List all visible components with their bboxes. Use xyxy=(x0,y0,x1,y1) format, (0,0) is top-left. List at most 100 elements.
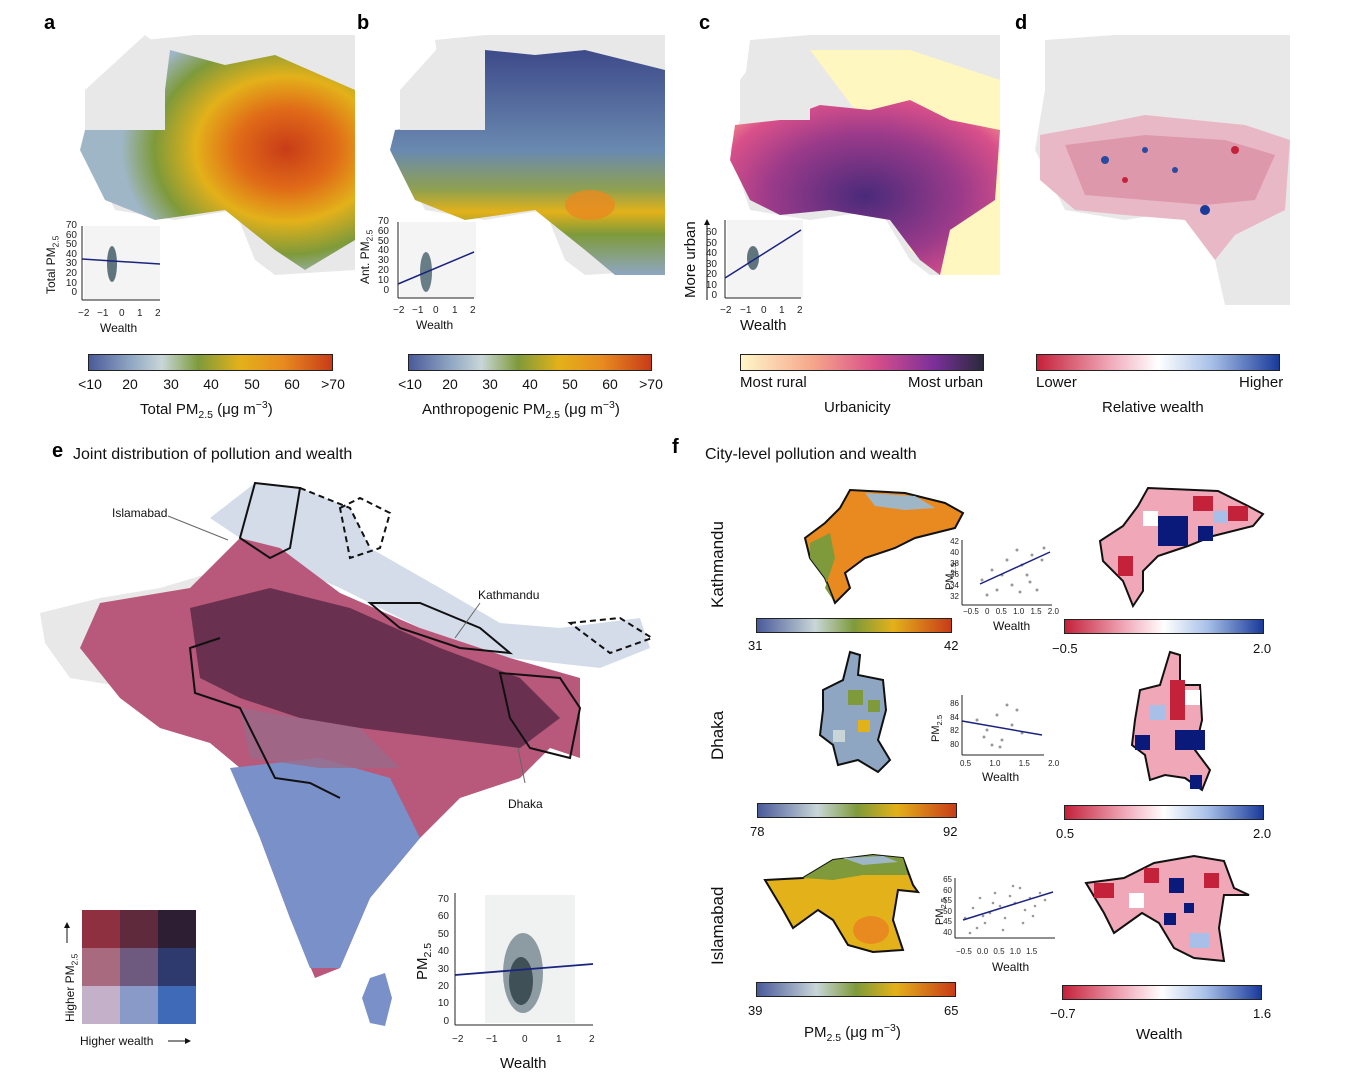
islamabad-scatter xyxy=(954,878,1055,939)
bivariate-cell xyxy=(120,910,158,948)
colorbar-a-title: Total PM2.5 (μg m−3) xyxy=(140,399,273,421)
islamabad-wealth-map xyxy=(1084,854,1250,963)
kathmandu-wealth-max: 2.0 xyxy=(1253,641,1272,656)
dhaka-pm-min: 78 xyxy=(750,824,765,839)
islamabad-ytick: 45 xyxy=(943,917,952,926)
dhaka-xlabel: Wealth xyxy=(982,770,1020,784)
colorbar-a-tick: 60 xyxy=(284,376,300,392)
dhaka-wealth-max: 2.0 xyxy=(1253,826,1272,841)
islamabad-pm-min: 39 xyxy=(748,1003,763,1018)
city-name-kathmandu: Kathmandu xyxy=(708,521,727,608)
islamabad-wealth-max: 1.6 xyxy=(1253,1006,1272,1021)
bivariate-cell xyxy=(82,910,120,948)
islamabad-wealth-colorbar xyxy=(1062,985,1262,1000)
inset-b-ytick: 40 xyxy=(377,245,389,257)
kathmandu-wealth-map xyxy=(1098,486,1265,609)
inset-a-ytick: 10 xyxy=(65,277,77,289)
inset-b-xtick: −1 xyxy=(412,305,424,316)
bivariate-cell xyxy=(158,910,196,948)
colorbar-b-tick: 40 xyxy=(522,376,538,392)
dhaka-ytick: 86 xyxy=(950,699,959,708)
inset-c-ytick: 40 xyxy=(705,248,717,259)
islamabad-ytick: 60 xyxy=(943,885,952,895)
inset-a-ytick: 0 xyxy=(71,287,77,299)
kathmandu-ytick: 42 xyxy=(950,537,959,546)
colorbar-d xyxy=(1036,354,1280,371)
legend-ylabel: Higher PM2.5 xyxy=(63,953,80,1022)
bivariate-legend xyxy=(82,910,196,1024)
kathmandu-ytick: 32 xyxy=(950,592,959,601)
bivariate-cell xyxy=(120,948,158,986)
panel-label-b: b xyxy=(357,12,370,34)
kathmandu-scatter xyxy=(961,540,1052,606)
inset-a-ytick: 20 xyxy=(65,267,77,279)
urban-arrow-icon xyxy=(704,219,710,300)
dhaka-xticks: 0.5 1.0 1.5 2.0 xyxy=(960,759,1060,768)
annotation-dhaka: Dhaka xyxy=(508,797,543,811)
inset-c-xtick: −2 xyxy=(720,305,732,316)
dhaka-ytick: 84 xyxy=(950,712,959,722)
bivariate-cell xyxy=(82,986,120,1024)
kathmandu-ytick: 36 xyxy=(950,570,959,579)
inset-a-ytick: 50 xyxy=(65,239,77,251)
map-c-urbanicity xyxy=(730,35,1000,275)
bivariate-cell xyxy=(158,948,196,986)
inset-a-xtick: −2 xyxy=(78,308,90,319)
inset-b-regression-line xyxy=(397,251,475,285)
inset-b-ytick: 20 xyxy=(377,264,389,276)
kathmandu-wealth-colorbar xyxy=(1064,619,1264,634)
kathmandu-regression-line xyxy=(979,551,1051,585)
dhaka-scatter xyxy=(961,695,1044,756)
inset-a-xtick: 0 xyxy=(119,308,125,319)
annotation-islamabad: Islamabad xyxy=(112,506,168,520)
islamabad-xticks: −0.5 0.0 0.5 1.0 1.5 xyxy=(956,947,1038,956)
inset-a-ylabel: Total PM2.5 xyxy=(44,235,61,294)
panel-f-title: City-level pollution and wealth xyxy=(705,446,917,463)
inset-c-ytick: 0 xyxy=(711,290,717,301)
inset-b-ytick: 60 xyxy=(377,225,389,237)
kathmandu-wealth-min: −0.5 xyxy=(1052,641,1078,656)
colorbar-a-tick: 20 xyxy=(122,376,138,392)
panel-label-a: a xyxy=(44,12,56,34)
inset-e-regression-line xyxy=(454,963,594,976)
map-a-total-pm xyxy=(80,35,355,275)
colorbar-c-title: Urbanicity xyxy=(824,399,891,416)
map-d-relative-wealth xyxy=(1035,35,1290,305)
inset-e-ytick: 20 xyxy=(437,981,449,993)
inset-e-xtick: −1 xyxy=(486,1034,498,1045)
colorbar-a-tick: 30 xyxy=(163,376,179,392)
islamabad-pm-map xyxy=(763,853,921,954)
inset-e-xtick: 0 xyxy=(522,1034,528,1045)
colorbar-b-title: Anthropogenic PM2.5 (μg m−3) xyxy=(422,399,620,421)
inset-a-ytick: 40 xyxy=(65,248,77,260)
annotation-kathmandu: Kathmandu xyxy=(478,588,540,602)
panel-f-pm-label: PM2.5 (μg m−3) xyxy=(804,1022,901,1044)
colorbar-a-tick: <10 xyxy=(78,376,102,392)
inset-e-ytick: 60 xyxy=(437,911,449,923)
dhaka-pm-max: 92 xyxy=(943,824,958,839)
kathmandu-ytick: 34 xyxy=(950,581,959,590)
inset-b-ytick: 70 xyxy=(377,216,389,227)
colorbar-a-tick: 50 xyxy=(244,376,260,392)
bivariate-cell xyxy=(82,948,120,986)
legend-xlabel: Higher wealth xyxy=(80,1034,154,1048)
colorbar-b-tick: 20 xyxy=(442,376,458,392)
inset-c-xlabel: Wealth xyxy=(740,317,787,334)
inset-b-xtick: 2 xyxy=(470,305,476,316)
colorbar-d-left: Lower xyxy=(1036,374,1077,391)
islamabad-wealth-min: −0.7 xyxy=(1050,1006,1076,1021)
colorbar-d-right: Higher xyxy=(1239,374,1284,391)
inset-c-ytick: 20 xyxy=(705,269,717,280)
islamabad-ytick: 50 xyxy=(943,906,952,916)
colorbar-b-tick: 60 xyxy=(602,376,618,392)
inset-a-ytick: 30 xyxy=(65,258,77,270)
panel-label-f: f xyxy=(672,436,679,458)
kathmandu-ytick: 40 xyxy=(950,548,959,557)
colorbar-d-title: Relative wealth xyxy=(1102,399,1204,416)
inset-c-ytick: 10 xyxy=(705,279,717,291)
dhaka-pm-colorbar xyxy=(757,803,957,818)
colorbar-c-left: Most rural xyxy=(740,374,807,391)
colorbar-c-right: Most urban xyxy=(908,374,984,391)
inset-a-xtick: −1 xyxy=(97,308,109,319)
colorbar-b-tick: 30 xyxy=(482,376,498,392)
